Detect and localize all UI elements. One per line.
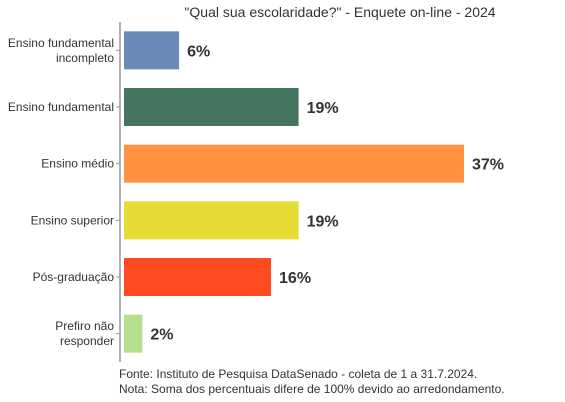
bar-value-label: 16% (279, 270, 311, 287)
rounding-note: Nota: Soma dos percentuais difere de 100… (119, 382, 505, 396)
chart-title: "Qual sua escolaridade?" - Enquete on-li… (184, 4, 496, 20)
category-label: Ensino médio (41, 157, 114, 171)
category-label: incompleto (56, 51, 114, 65)
bar-value-label: 2% (150, 327, 173, 344)
bar (124, 314, 143, 353)
source-note: Fonte: Instituto de Pesquisa DataSenado … (119, 367, 478, 381)
category-label: responder (60, 334, 114, 348)
category-label: Pós-graduação (33, 270, 115, 284)
bar-value-label: 19% (307, 213, 339, 230)
bar (124, 258, 272, 296)
footnote: Fonte: Instituto de Pesquisa DataSenado … (119, 367, 505, 397)
bar-value-label: 37% (472, 157, 504, 174)
bar-value-label: 19% (307, 100, 339, 117)
bar (124, 88, 299, 126)
bar (124, 31, 180, 70)
bar (124, 201, 299, 240)
category-label: Ensino fundamental (8, 100, 114, 114)
bar (124, 144, 464, 183)
category-label: Ensino superior (31, 213, 114, 227)
bar-value-label: 6% (187, 43, 210, 60)
category-label: Prefiro não (55, 319, 114, 333)
category-label: Ensino fundamental (8, 36, 114, 50)
